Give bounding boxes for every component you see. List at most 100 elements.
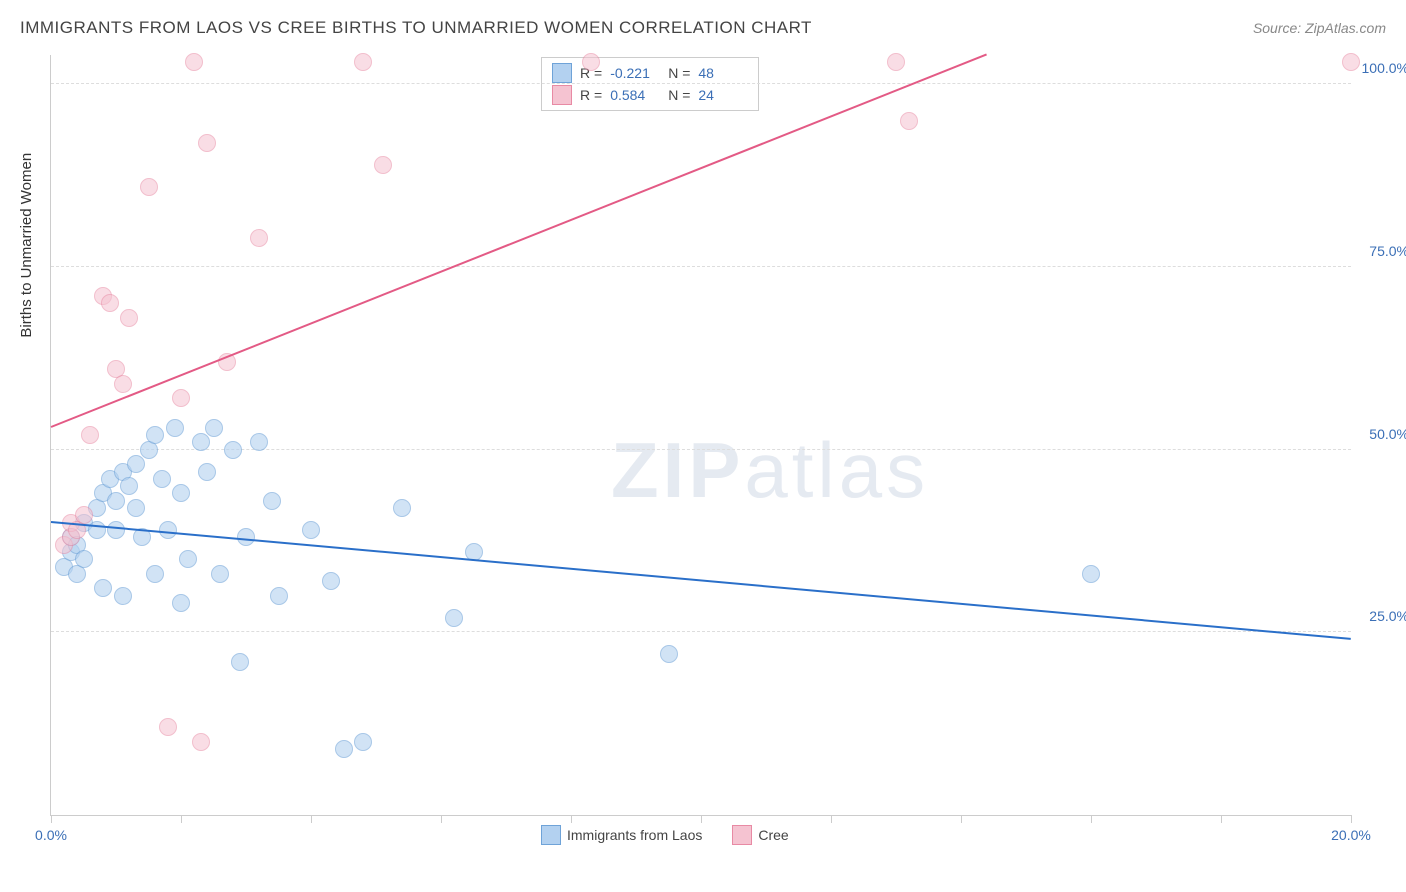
y-tick-label: 50.0% <box>1369 426 1406 442</box>
legend-swatch-0 <box>552 63 572 83</box>
scatter-point <box>159 718 177 736</box>
y-tick-label: 100.0% <box>1362 60 1406 76</box>
x-tick <box>1221 815 1222 823</box>
scatter-point <box>1342 53 1360 71</box>
scatter-point <box>263 492 281 510</box>
scatter-point <box>335 740 353 758</box>
scatter-point <box>75 550 93 568</box>
grid-line <box>51 83 1351 84</box>
legend-swatch-1 <box>552 85 572 105</box>
grid-line <box>51 266 1351 267</box>
scatter-point <box>322 572 340 590</box>
scatter-point <box>114 375 132 393</box>
scatter-point <box>172 484 190 502</box>
grid-line <box>51 631 1351 632</box>
scatter-point <box>94 579 112 597</box>
trend-line <box>51 521 1351 640</box>
scatter-point <box>107 492 125 510</box>
x-tick <box>1091 815 1092 823</box>
y-axis-title: Births to Unmarried Women <box>18 153 35 338</box>
scatter-point <box>582 53 600 71</box>
scatter-point <box>81 426 99 444</box>
scatter-point <box>1082 565 1100 583</box>
y-tick-label: 25.0% <box>1369 608 1406 624</box>
n-value-0: 48 <box>698 65 748 81</box>
x-tick <box>441 815 442 823</box>
scatter-point <box>120 477 138 495</box>
x-tick-label: 20.0% <box>1331 827 1371 843</box>
legend-label-1: Cree <box>758 827 788 843</box>
scatter-point <box>101 294 119 312</box>
x-tick <box>831 815 832 823</box>
scatter-point <box>211 565 229 583</box>
r-value-0: -0.221 <box>610 65 660 81</box>
scatter-point <box>185 53 203 71</box>
legend-bottom: Immigrants from Laos Cree <box>541 825 789 845</box>
scatter-point <box>224 441 242 459</box>
scatter-point <box>75 506 93 524</box>
scatter-point <box>172 389 190 407</box>
r-value-1: 0.584 <box>610 87 660 103</box>
scatter-point <box>900 112 918 130</box>
source-value: ZipAtlas.com <box>1305 20 1386 36</box>
trend-line <box>51 53 988 428</box>
scatter-point <box>172 594 190 612</box>
chart-title: IMMIGRANTS FROM LAOS VS CREE BIRTHS TO U… <box>20 18 812 38</box>
n-label-0: N = <box>668 65 690 81</box>
scatter-point <box>153 470 171 488</box>
scatter-point <box>354 733 372 751</box>
y-tick-label: 75.0% <box>1369 243 1406 259</box>
scatter-point <box>887 53 905 71</box>
legend-item-1: Cree <box>732 825 788 845</box>
scatter-point <box>166 419 184 437</box>
watermark-part2: atlas <box>744 426 929 514</box>
scatter-point <box>140 178 158 196</box>
plot-area: ZIPatlas R = -0.221 N = 48 R = 0.584 N =… <box>50 55 1351 816</box>
legend-stats-row-1: R = 0.584 N = 24 <box>552 84 748 106</box>
watermark-part1: ZIP <box>611 426 744 514</box>
scatter-point <box>192 433 210 451</box>
scatter-point <box>250 229 268 247</box>
scatter-point <box>198 134 216 152</box>
x-tick <box>51 815 52 823</box>
watermark: ZIPatlas <box>611 425 929 516</box>
scatter-point <box>445 609 463 627</box>
legend-swatch-b1 <box>732 825 752 845</box>
x-tick <box>701 815 702 823</box>
scatter-point <box>179 550 197 568</box>
source-label: Source: <box>1253 20 1301 36</box>
scatter-point <box>198 463 216 481</box>
scatter-point <box>660 645 678 663</box>
scatter-point <box>192 733 210 751</box>
scatter-point <box>250 433 268 451</box>
scatter-point <box>231 653 249 671</box>
scatter-point <box>120 309 138 327</box>
grid-line <box>51 449 1351 450</box>
x-tick-label: 0.0% <box>35 827 67 843</box>
source-attribution: Source: ZipAtlas.com <box>1253 20 1386 36</box>
x-tick <box>961 815 962 823</box>
x-tick <box>1351 815 1352 823</box>
scatter-point <box>393 499 411 517</box>
n-value-1: 24 <box>698 87 748 103</box>
legend-label-0: Immigrants from Laos <box>567 827 702 843</box>
scatter-point <box>270 587 288 605</box>
scatter-point <box>127 455 145 473</box>
scatter-point <box>146 426 164 444</box>
r-label-1: R = <box>580 87 602 103</box>
scatter-point <box>205 419 223 437</box>
x-tick <box>181 815 182 823</box>
chart-container: IMMIGRANTS FROM LAOS VS CREE BIRTHS TO U… <box>0 0 1406 892</box>
x-tick <box>311 815 312 823</box>
scatter-point <box>302 521 320 539</box>
legend-item-0: Immigrants from Laos <box>541 825 702 845</box>
x-tick <box>571 815 572 823</box>
scatter-point <box>127 499 145 517</box>
legend-swatch-b0 <box>541 825 561 845</box>
scatter-point <box>374 156 392 174</box>
scatter-point <box>354 53 372 71</box>
scatter-point <box>146 565 164 583</box>
scatter-point <box>114 587 132 605</box>
n-label-1: N = <box>668 87 690 103</box>
scatter-point <box>107 521 125 539</box>
